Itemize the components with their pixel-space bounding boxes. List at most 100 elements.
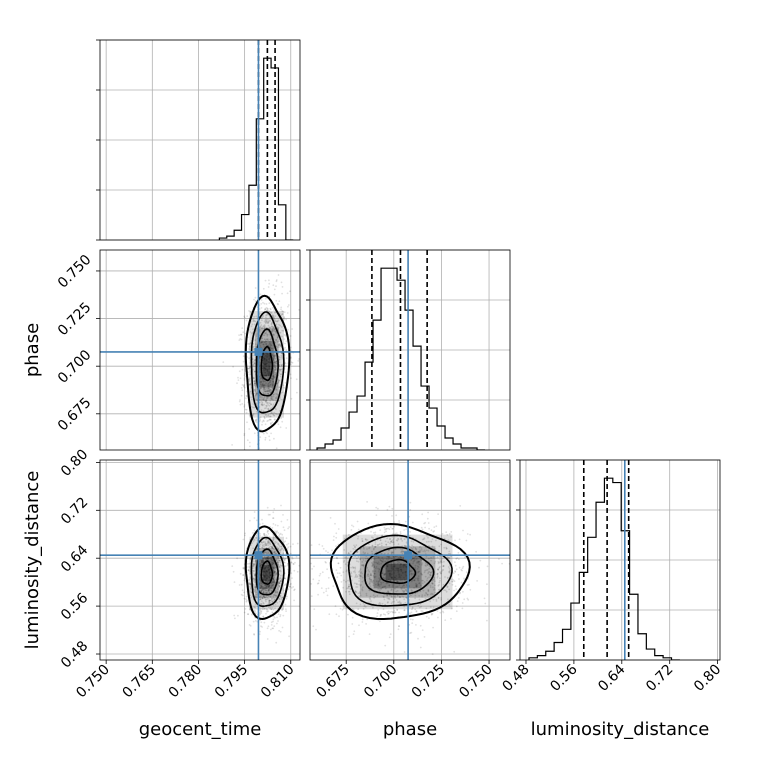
sample-point [268, 600, 270, 603]
sample-point [322, 547, 325, 550]
sample-point [386, 564, 389, 567]
sample-point [404, 564, 406, 567]
sample-point [263, 358, 266, 361]
sample-point [397, 569, 400, 572]
sample-point [255, 392, 258, 395]
sample-point [244, 373, 246, 375]
sample-point [440, 572, 442, 574]
sample-point [367, 575, 370, 578]
sample-point [380, 613, 383, 616]
sample-point [273, 567, 276, 569]
sample-point [270, 589, 273, 592]
sample-point [427, 522, 430, 524]
sample-point [417, 551, 420, 553]
sample-point [253, 298, 255, 301]
sample-point [284, 558, 286, 561]
sample-point [266, 556, 269, 559]
sample-point [265, 581, 267, 583]
sample-point [280, 373, 283, 376]
sample-point [287, 542, 290, 545]
sample-point [265, 400, 268, 402]
sample-point [269, 513, 271, 516]
sample-point [437, 596, 440, 599]
sample-point [263, 357, 266, 359]
sample-point [447, 557, 450, 559]
sample-point [430, 529, 433, 531]
sample-point [262, 586, 264, 589]
sample-point [375, 514, 378, 517]
sample-point [401, 587, 403, 589]
sample-point [325, 590, 328, 592]
sample-point [269, 545, 272, 548]
sample-point [279, 331, 282, 334]
sample-point [267, 540, 269, 543]
sample-point [266, 352, 268, 355]
sample-point [398, 573, 401, 576]
sample-point [392, 527, 394, 530]
sample-point [248, 378, 250, 381]
sample-point [266, 592, 268, 594]
sample-point [370, 530, 372, 533]
sample-point [360, 584, 362, 586]
sample-point [324, 561, 327, 563]
sample-point [267, 320, 269, 322]
sample-point [387, 556, 390, 558]
sample-point [265, 572, 268, 574]
sample-point [380, 542, 383, 545]
sample-point [263, 586, 266, 589]
sample-point [450, 531, 453, 533]
sample-point [281, 313, 284, 316]
sample-point [245, 319, 248, 322]
sample-point [463, 598, 466, 601]
sample-point [399, 576, 402, 579]
sample-point [259, 383, 262, 386]
sample-point [258, 547, 261, 550]
sample-point [263, 416, 266, 419]
sample-point [391, 601, 394, 603]
sample-point [268, 572, 271, 575]
sample-point [284, 342, 286, 345]
sample-point [459, 592, 461, 595]
sample-point [292, 562, 295, 565]
sample-point [293, 588, 296, 591]
sample-point [264, 366, 266, 369]
sample-point [362, 546, 365, 549]
sample-point [277, 548, 280, 550]
sample-point [283, 311, 286, 313]
sample-point [269, 402, 272, 405]
sample-point [415, 548, 418, 551]
sample-point [380, 562, 383, 565]
sample-point [267, 588, 270, 591]
density-cell [263, 352, 271, 376]
sample-point [273, 597, 275, 600]
sample-point [267, 544, 270, 546]
sample-point [422, 538, 425, 541]
sample-point [404, 565, 407, 568]
sample-point [272, 393, 275, 396]
sample-point [269, 359, 271, 362]
sample-point [418, 546, 421, 549]
sample-point [410, 572, 412, 575]
sample-point [286, 548, 289, 550]
sample-point [262, 343, 265, 346]
sample-point [268, 391, 271, 393]
sample-point [400, 587, 402, 589]
sample-point [270, 608, 273, 611]
sample-point [325, 550, 327, 552]
sample-point [437, 597, 440, 599]
sample-point [266, 557, 269, 560]
sample-point [389, 572, 392, 574]
sample-point [277, 380, 280, 383]
sample-point [445, 546, 447, 549]
sample-point [253, 574, 256, 577]
sample-point [270, 563, 273, 566]
sample-point [280, 549, 282, 551]
sample-point [243, 384, 246, 386]
sample-point [367, 573, 370, 575]
sample-point [446, 576, 449, 579]
sample-point [443, 537, 446, 540]
sample-point [420, 573, 423, 576]
sample-point [274, 354, 276, 357]
sample-point [389, 611, 392, 613]
sample-point [262, 591, 265, 593]
